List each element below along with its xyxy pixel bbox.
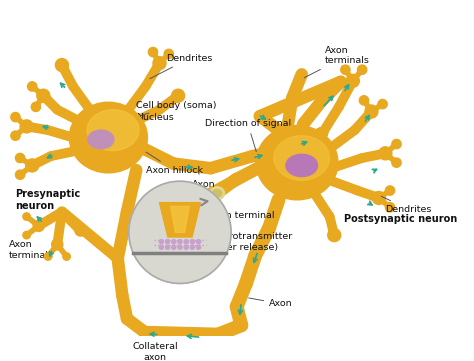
Ellipse shape	[341, 65, 350, 74]
Ellipse shape	[172, 89, 184, 102]
Ellipse shape	[197, 240, 201, 244]
Ellipse shape	[23, 231, 30, 239]
Ellipse shape	[178, 240, 182, 244]
Ellipse shape	[20, 120, 33, 133]
Ellipse shape	[190, 240, 194, 244]
Circle shape	[129, 181, 231, 283]
Ellipse shape	[373, 191, 385, 204]
Text: Dendrites: Dendrites	[150, 54, 212, 79]
Ellipse shape	[385, 203, 395, 212]
Ellipse shape	[69, 102, 147, 173]
Text: Presynaptic
neuron: Presynaptic neuron	[16, 189, 81, 211]
Ellipse shape	[256, 126, 338, 200]
Ellipse shape	[52, 239, 63, 250]
Ellipse shape	[23, 213, 30, 220]
Ellipse shape	[172, 245, 176, 249]
Ellipse shape	[75, 225, 86, 236]
Ellipse shape	[274, 136, 329, 180]
Ellipse shape	[159, 245, 164, 249]
Ellipse shape	[184, 245, 188, 249]
Polygon shape	[171, 206, 189, 232]
Text: Axon
terminals: Axon terminals	[304, 46, 370, 78]
Ellipse shape	[31, 102, 41, 112]
Text: Axon
terminals: Axon terminals	[9, 240, 54, 260]
Ellipse shape	[16, 153, 25, 163]
Ellipse shape	[184, 240, 188, 244]
Ellipse shape	[286, 154, 318, 177]
Text: Cell body (soma): Cell body (soma)	[125, 100, 217, 120]
Ellipse shape	[88, 130, 114, 149]
Ellipse shape	[346, 74, 359, 87]
Text: Axon: Axon	[249, 298, 293, 308]
Text: Axon hillock: Axon hillock	[146, 152, 202, 175]
Ellipse shape	[55, 58, 68, 71]
Ellipse shape	[11, 131, 20, 140]
Ellipse shape	[385, 186, 395, 195]
Ellipse shape	[197, 245, 201, 249]
Ellipse shape	[392, 158, 401, 167]
Ellipse shape	[153, 57, 166, 70]
Ellipse shape	[27, 82, 37, 91]
Ellipse shape	[148, 47, 158, 57]
Text: Synapse: Synapse	[147, 194, 213, 214]
Ellipse shape	[16, 170, 25, 179]
Ellipse shape	[172, 240, 176, 244]
Text: Postsynaptic neuron: Postsynaptic neuron	[344, 214, 457, 224]
Ellipse shape	[165, 245, 170, 249]
Ellipse shape	[26, 159, 39, 172]
Ellipse shape	[44, 253, 52, 260]
Text: Collateral
axon: Collateral axon	[132, 342, 178, 361]
Ellipse shape	[359, 96, 369, 105]
Ellipse shape	[178, 245, 182, 249]
Ellipse shape	[37, 89, 50, 102]
Text: Direction of signal: Direction of signal	[205, 119, 291, 152]
Ellipse shape	[210, 187, 225, 200]
Ellipse shape	[159, 240, 164, 244]
Text: Axon terminal: Axon terminal	[195, 211, 274, 227]
Polygon shape	[160, 203, 201, 237]
Ellipse shape	[378, 99, 387, 109]
Text: Nucleus: Nucleus	[106, 113, 174, 138]
Ellipse shape	[11, 113, 20, 122]
Ellipse shape	[379, 147, 392, 160]
Text: Axon: Axon	[192, 171, 216, 188]
Ellipse shape	[392, 139, 401, 149]
Ellipse shape	[164, 49, 173, 58]
Ellipse shape	[190, 245, 194, 249]
Ellipse shape	[165, 240, 170, 244]
Text: Neurotransmitter
(after release): Neurotransmitter (after release)	[210, 232, 292, 252]
Text: Dendrites: Dendrites	[382, 196, 432, 214]
Ellipse shape	[33, 220, 44, 231]
Ellipse shape	[365, 105, 378, 118]
Ellipse shape	[328, 229, 341, 242]
Ellipse shape	[63, 253, 70, 260]
Ellipse shape	[357, 65, 367, 74]
Ellipse shape	[212, 190, 222, 197]
Ellipse shape	[87, 110, 139, 151]
